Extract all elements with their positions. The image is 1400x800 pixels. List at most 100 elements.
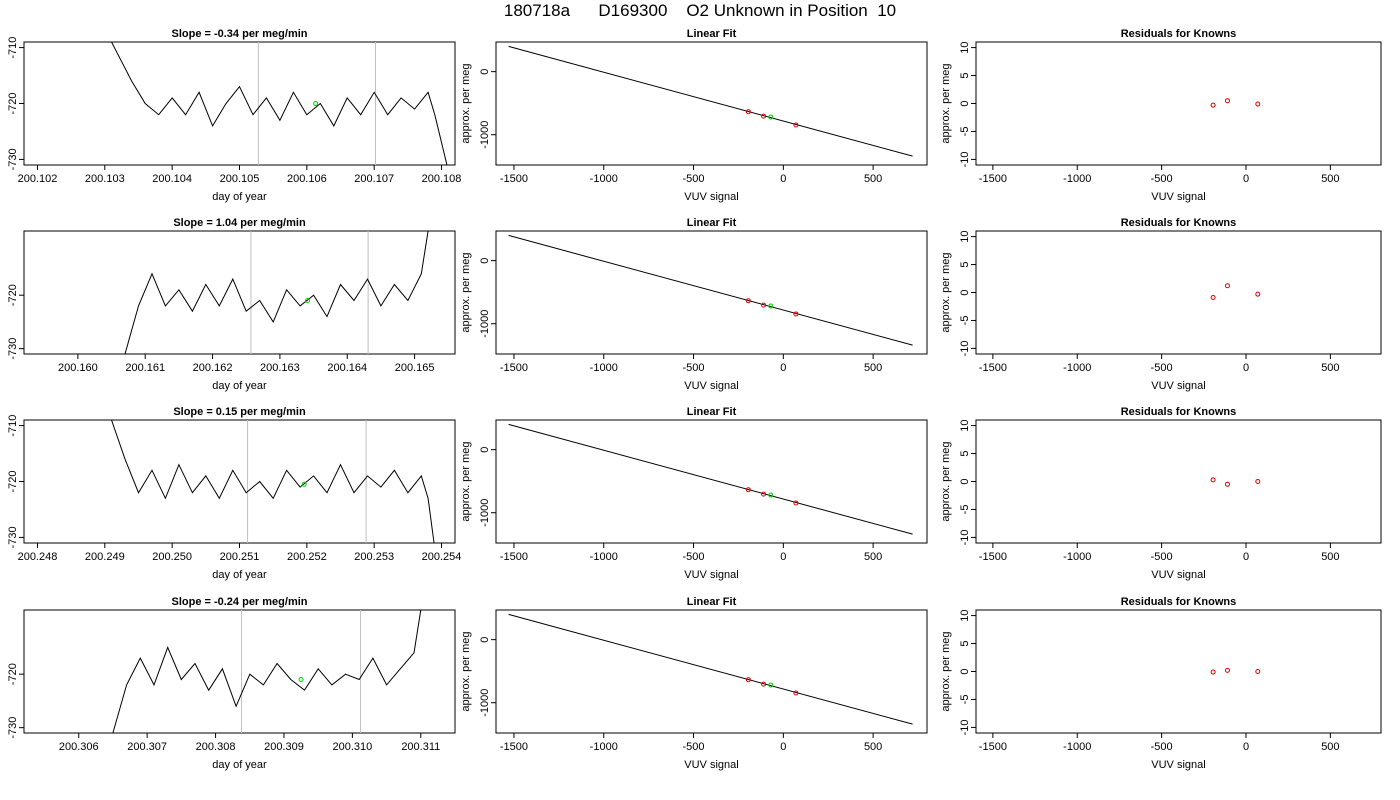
plot-data [508,45,913,157]
y-axis-label: approx. per meg [460,631,472,711]
x-tick-label: -1000 [1063,173,1091,185]
plot-data [111,42,448,165]
panel-title: Slope = 1.04 per meg/min [173,217,306,229]
known-point [793,500,799,506]
y-tick-label: -720 [7,470,19,492]
panel-title: Linear Fit [687,28,737,40]
x-tick-label: 200.107 [354,173,394,185]
x-tick-label: -1000 [590,551,618,563]
y-tick-label: -730 [7,338,19,360]
y-tick-label: 10 [959,609,971,621]
y-axis-label: approx. per meg [940,252,952,332]
panel-title: Linear Fit [687,217,737,229]
x-tick-label: -500 [683,551,705,563]
x-tick-label: 0 [780,173,786,185]
y-tick-label: -720 [7,92,19,114]
x-tick-label: 200.161 [125,362,165,374]
x-tick-label: 500 [864,551,882,563]
plot-data [1210,98,1261,108]
plot-frame [495,609,928,734]
unknown-point [313,101,319,106]
x-axis-label: VUV signal [684,191,738,203]
plot-data [1210,283,1261,301]
plot-data [508,613,913,725]
known-point [761,681,767,687]
y-tick-label: 0 [479,258,491,264]
panel-r2-c3: Residuals for Knowns -1500 -1000 -500 0 500 10… [940,217,1382,392]
signal-trace [124,231,429,354]
x-tick-label: 200.105 [220,173,260,185]
panel-title: Slope = 0.15 per meg/min [173,406,306,418]
y-tick-label: -10 [959,151,971,167]
plot-frame [23,41,456,166]
x-tick-label: -1000 [1063,741,1091,753]
y-tick-label: -710 [7,37,19,59]
unknown-point [768,682,774,688]
plot-frame [23,230,456,355]
x-tick-label: 200.308 [196,741,236,753]
plot-data [508,423,913,535]
x-tick-label: -1500 [979,173,1007,185]
plot-frame [975,419,1382,544]
known-point [745,487,751,493]
x-tick-label: 500 [1321,741,1339,753]
x-tick-label: -1500 [500,362,528,374]
panel-title: Linear Fit [687,596,737,608]
panel-r4-c3: Residuals for Knowns -1500 -1000 -500 0 500 10… [940,596,1382,771]
tank-id: D169300 [598,1,668,20]
y-tick-label: -5 [959,505,971,515]
y-axis-label: approx. per meg [940,441,952,521]
y-tick-label: -10 [959,529,971,545]
y-tick-label: 0 [959,289,971,295]
y-tick-label: 0 [479,637,491,643]
unknown-point [301,481,307,487]
x-tick-label: -500 [683,741,705,753]
x-tick-label: 200.250 [152,551,192,563]
panel-r4-c2: Linear Fit -1500 -1000 -500 0 500 0 -1000 VUV si… [460,596,928,771]
x-axis-label: VUV signal [1151,569,1205,581]
x-tick-label: -1500 [500,741,528,753]
known-point [1210,477,1216,483]
known-point [1224,481,1230,487]
panel-r4-c1: Slope = -0.24 per meg/min 200.306 200.307 2… [7,596,456,771]
y-tick-label: -5 [959,695,971,705]
known-point [1224,667,1230,673]
known-point [1210,669,1216,675]
unknown-point [768,492,774,498]
panel-title: Residuals for Knowns [1121,28,1237,40]
y-tick-label: -5 [959,316,971,326]
panel-r2-c1: Slope = 1.04 per meg/min 200.160 200.161 20… [7,217,456,392]
panel-title: Slope = -0.34 per meg/min [171,28,307,40]
x-tick-label: 200.103 [85,173,125,185]
y-tick-label: -1000 [479,121,491,149]
x-tick-label: 200.248 [18,551,58,563]
run-id: 180718a [503,1,571,20]
x-tick-label: 200.102 [18,173,58,185]
known-point [1224,283,1230,289]
x-tick-label: 0 [780,551,786,563]
x-tick-label: -500 [683,173,705,185]
x-tick-label: 0 [1243,741,1249,753]
known-point [793,122,799,128]
y-axis-label: approx. per meg [940,631,952,711]
x-tick-label: -1500 [500,173,528,185]
y-tick-label: 0 [959,100,971,106]
y-tick-label: -10 [959,719,971,735]
x-axis-label: VUV signal [684,380,738,392]
y-tick-label: -720 [7,284,19,306]
y-tick-label: 10 [959,230,971,242]
x-tick-label: 200.249 [85,551,125,563]
x-tick-label: 200.306 [59,741,99,753]
y-tick-label: 5 [959,261,971,267]
y-tick-label: 10 [959,41,971,53]
x-tick-label: 500 [1321,362,1339,374]
panel-r2-c2: Linear Fit -1500 -1000 -500 0 500 0 -1000 VUV si… [460,217,928,392]
y-axis-label: approx. per meg [460,441,472,521]
y-tick-label: 0 [479,69,491,75]
x-tick-label: 200.162 [193,362,233,374]
panel-title: Residuals for Knowns [1121,596,1237,608]
x-tick-label: 200.165 [395,362,435,374]
plot-frame [975,41,1382,166]
signal-trace [111,420,435,543]
